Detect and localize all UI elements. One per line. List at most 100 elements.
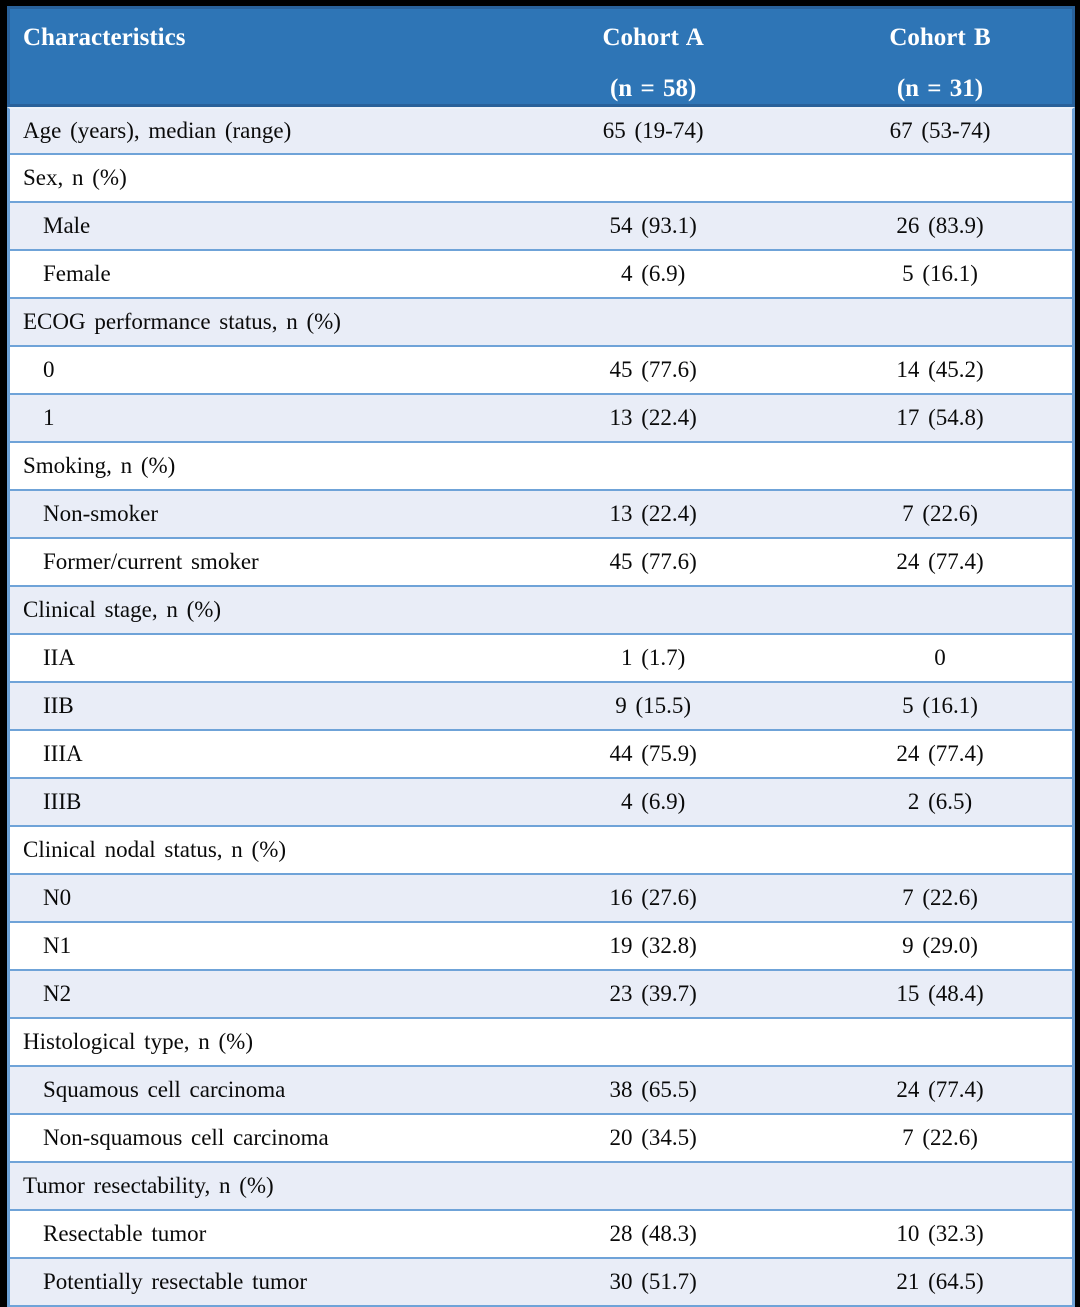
- table-row: Potentially resectable tumor 30 (51.7) 2…: [7, 1259, 1075, 1307]
- table-row: Male 54 (93.1) 26 (83.9): [7, 203, 1075, 251]
- cohort-a-value: 13 (22.4): [498, 491, 808, 539]
- cohort-b-value: 0: [807, 635, 1075, 683]
- cohort-b-value: 15 (48.4): [807, 971, 1075, 1019]
- cohort-a-value: [498, 827, 808, 875]
- cohort-b-value: 24 (77.4): [807, 731, 1075, 779]
- cohort-b-value: [807, 443, 1075, 491]
- cohort-a-value: [498, 443, 808, 491]
- cohort-a-value: 23 (39.7): [498, 971, 808, 1019]
- table-row: Smoking, n (%): [7, 443, 1075, 491]
- table-header: Characteristics Cohort A (n = 58) Cohort…: [7, 6, 1075, 107]
- table-row: 1 13 (22.4) 17 (54.8): [7, 395, 1075, 443]
- cohort-b-value: 24 (77.4): [807, 539, 1075, 587]
- table-row: ECOG performance status, n (%): [7, 299, 1075, 347]
- cohort-b-value: [807, 299, 1075, 347]
- row-label: ECOG performance status, n (%): [7, 299, 499, 347]
- row-label: Squamous cell carcinoma: [7, 1067, 499, 1115]
- cohort-b-n: (n = 31): [896, 75, 984, 102]
- row-label: IIB: [7, 683, 499, 731]
- row-label: IIIB: [7, 779, 499, 827]
- cohort-a-value: [498, 587, 808, 635]
- row-label: Smoking, n (%): [7, 443, 499, 491]
- row-label: Non-squamous cell carcinoma: [7, 1115, 499, 1163]
- cohort-a-value: 19 (32.8): [498, 923, 808, 971]
- row-label: Potentially resectable tumor: [7, 1259, 499, 1307]
- cohort-b-value: 9 (29.0): [807, 923, 1075, 971]
- cohort-b-value: 26 (83.9): [807, 203, 1075, 251]
- table-row: Histological type, n (%): [7, 1019, 1075, 1067]
- header-characteristics: Characteristics: [7, 6, 499, 107]
- cohort-a-value: 38 (65.5): [498, 1067, 808, 1115]
- row-label: N0: [7, 875, 499, 923]
- characteristics-table-frame: Characteristics Cohort A (n = 58) Cohort…: [7, 6, 1075, 1307]
- row-label: Age (years), median (range): [7, 107, 499, 155]
- cohort-a-value: 45 (77.6): [498, 539, 808, 587]
- table-row: Clinical stage, n (%): [7, 587, 1075, 635]
- table-row: Former/current smoker 45 (77.6) 24 (77.4…: [7, 539, 1075, 587]
- table-row: Sex, n (%): [7, 155, 1075, 203]
- cohort-a-value: 44 (75.9): [498, 731, 808, 779]
- row-label: Male: [7, 203, 499, 251]
- table-row: Non-squamous cell carcinoma 20 (34.5) 7 …: [7, 1115, 1075, 1163]
- cohort-a-value: 20 (34.5): [498, 1115, 808, 1163]
- cohort-a-value: 1 (1.7): [498, 635, 808, 683]
- row-label: Female: [7, 251, 499, 299]
- cohort-a-value: 45 (77.6): [498, 347, 808, 395]
- table-row: Resectable tumor 28 (48.3) 10 (32.3): [7, 1211, 1075, 1259]
- table-row: Female 4 (6.9) 5 (16.1): [7, 251, 1075, 299]
- cohort-b-value: 7 (22.6): [807, 1115, 1075, 1163]
- header-cohort-a: Cohort A (n = 58): [498, 6, 808, 107]
- row-label: 0: [7, 347, 499, 395]
- cohort-a-value: 28 (48.3): [498, 1211, 808, 1259]
- characteristics-label: Characteristics: [23, 24, 186, 51]
- table-row: Tumor resectability, n (%): [7, 1163, 1075, 1211]
- cohort-a-value: [498, 299, 808, 347]
- row-label: Clinical stage, n (%): [7, 587, 499, 635]
- cohort-b-value: 14 (45.2): [807, 347, 1075, 395]
- table-row: Non-smoker 13 (22.4) 7 (22.6): [7, 491, 1075, 539]
- cohort-b-value: [807, 155, 1075, 203]
- row-label: Resectable tumor: [7, 1211, 499, 1259]
- cohort-a-value: [498, 1019, 808, 1067]
- cohort-a-value: 9 (15.5): [498, 683, 808, 731]
- table-row: N0 16 (27.6) 7 (22.6): [7, 875, 1075, 923]
- row-label: N1: [7, 923, 499, 971]
- table-row: IIIA 44 (75.9) 24 (77.4): [7, 731, 1075, 779]
- table-row: IIA 1 (1.7) 0: [7, 635, 1075, 683]
- cohort-b-value: 5 (16.1): [807, 683, 1075, 731]
- cohort-b-title: Cohort B: [889, 24, 991, 51]
- cohort-a-value: 30 (51.7): [498, 1259, 808, 1307]
- table-row: N1 19 (32.8) 9 (29.0): [7, 923, 1075, 971]
- table-row: N2 23 (39.7) 15 (48.4): [7, 971, 1075, 1019]
- row-label: IIA: [7, 635, 499, 683]
- row-label: IIIA: [7, 731, 499, 779]
- cohort-b-value: 2 (6.5): [807, 779, 1075, 827]
- table-row: Squamous cell carcinoma 38 (65.5) 24 (77…: [7, 1067, 1075, 1115]
- cohort-b-value: 17 (54.8): [807, 395, 1075, 443]
- row-label: Former/current smoker: [7, 539, 499, 587]
- cohort-b-value: [807, 1019, 1075, 1067]
- row-label: Sex, n (%): [7, 155, 499, 203]
- cohort-b-value: 24 (77.4): [807, 1067, 1075, 1115]
- row-label: Non-smoker: [7, 491, 499, 539]
- cohort-a-value: 65 (19-74): [498, 107, 808, 155]
- cohort-b-value: [807, 587, 1075, 635]
- cohort-b-value: 5 (16.1): [807, 251, 1075, 299]
- cohort-a-value: 4 (6.9): [498, 779, 808, 827]
- table-row: Age (years), median (range) 65 (19-74) 6…: [7, 107, 1075, 155]
- cohort-b-value: 7 (22.6): [807, 875, 1075, 923]
- patient-characteristics-table: Characteristics Cohort A (n = 58) Cohort…: [7, 6, 1075, 1307]
- table-row: IIB 9 (15.5) 5 (16.1): [7, 683, 1075, 731]
- header-cohort-b: Cohort B (n = 31): [807, 6, 1075, 107]
- header-row: Characteristics Cohort A (n = 58) Cohort…: [7, 6, 1075, 107]
- row-label: 1: [7, 395, 499, 443]
- cohort-a-title: Cohort A: [602, 24, 704, 51]
- cohort-a-value: 13 (22.4): [498, 395, 808, 443]
- cohort-b-value: 10 (32.3): [807, 1211, 1075, 1259]
- row-label: Histological type, n (%): [7, 1019, 499, 1067]
- cohort-b-value: 67 (53-74): [807, 107, 1075, 155]
- cohort-a-value: 16 (27.6): [498, 875, 808, 923]
- cohort-b-value: 21 (64.5): [807, 1259, 1075, 1307]
- cohort-a-value: [498, 1163, 808, 1211]
